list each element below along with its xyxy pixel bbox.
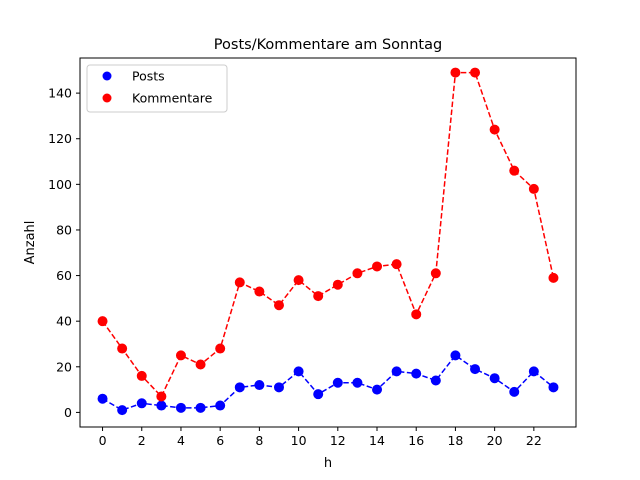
data-point-kommentare <box>548 272 559 283</box>
x-tick-label: 2 <box>138 433 146 448</box>
series-layer <box>97 67 559 416</box>
data-point-kommentare <box>450 67 461 78</box>
data-point-kommentare <box>215 343 226 354</box>
data-point-posts <box>411 368 422 379</box>
legend-label-kommentare: Kommentare <box>132 91 213 106</box>
data-point-kommentare <box>411 309 422 320</box>
x-tick-label: 20 <box>487 433 503 448</box>
x-tick-label: 8 <box>255 433 263 448</box>
data-point-posts <box>372 384 383 395</box>
data-point-posts <box>450 350 461 361</box>
y-tick-label: 20 <box>56 359 72 374</box>
y-tick-label: 0 <box>64 405 72 420</box>
data-point-posts <box>273 382 284 393</box>
data-point-kommentare <box>332 279 343 290</box>
data-point-posts <box>117 405 128 416</box>
data-point-kommentare <box>97 316 108 327</box>
data-point-kommentare <box>175 350 186 361</box>
data-point-kommentare <box>234 277 245 288</box>
data-point-kommentare <box>313 291 324 302</box>
legend-frame <box>86 64 228 113</box>
data-point-posts <box>293 366 304 377</box>
data-point-posts <box>470 364 481 375</box>
x-tick-label: 18 <box>447 433 463 448</box>
data-point-kommentare <box>391 259 402 270</box>
data-point-posts <box>215 400 226 411</box>
data-point-posts <box>254 380 265 391</box>
y-tick-label: 60 <box>56 268 72 283</box>
data-point-kommentare <box>273 300 284 311</box>
x-tick-label: 4 <box>177 433 185 448</box>
legend-marker-kommentare <box>102 93 112 103</box>
axes-layer: 0 2 4 6 8 10 12 14 16 18 20 22 0 20 40 60 80 100 120 140 <box>48 86 542 448</box>
data-point-kommentare <box>156 391 167 402</box>
data-point-posts <box>195 402 206 413</box>
data-point-posts <box>528 366 539 377</box>
data-point-kommentare <box>293 275 304 286</box>
data-point-posts <box>489 373 500 384</box>
legend-marker-posts <box>102 71 112 81</box>
x-tick-label: 10 <box>291 433 307 448</box>
data-point-kommentare <box>136 370 147 381</box>
y-axis-label: Anzahl <box>23 221 38 265</box>
y-tick-label: 40 <box>56 314 72 329</box>
chart-title: Posts/Kommentare am Sonntag <box>214 37 442 53</box>
data-point-kommentare <box>372 261 383 272</box>
x-tick-label: 12 <box>330 433 346 448</box>
data-point-kommentare <box>254 286 265 297</box>
data-point-posts <box>313 389 324 400</box>
x-tick-label: 16 <box>408 433 424 448</box>
data-point-posts <box>509 386 520 397</box>
legend: Posts Kommentare <box>86 64 228 113</box>
series-line-kommentare <box>101 71 555 398</box>
data-point-posts <box>234 382 245 393</box>
legend-label-posts: Posts <box>132 69 165 84</box>
data-point-posts <box>332 377 343 388</box>
data-point-kommentare <box>430 268 441 279</box>
data-point-kommentare <box>352 268 363 279</box>
y-tick-label: 100 <box>48 177 72 192</box>
x-tick-label: 0 <box>99 433 107 448</box>
y-tick-label: 140 <box>48 86 72 101</box>
data-point-kommentare <box>509 165 520 176</box>
plot-frame <box>79 57 577 428</box>
y-tick-label: 80 <box>56 222 72 237</box>
data-point-posts <box>156 400 167 411</box>
data-point-posts <box>352 377 363 388</box>
data-point-posts <box>548 382 559 393</box>
data-point-posts <box>430 375 441 386</box>
data-point-kommentare <box>528 183 539 194</box>
data-point-kommentare <box>195 359 206 370</box>
x-tick-label: 14 <box>369 433 385 448</box>
data-point-posts <box>175 402 186 413</box>
data-point-kommentare <box>470 67 481 78</box>
data-point-posts <box>136 398 147 409</box>
x-tick-label: 22 <box>526 433 542 448</box>
data-point-kommentare <box>117 343 128 354</box>
data-point-posts <box>391 366 402 377</box>
data-point-kommentare <box>489 124 500 135</box>
x-axis-label: h <box>324 456 332 471</box>
x-tick-label: 6 <box>216 433 224 448</box>
plot-area <box>80 58 576 427</box>
y-tick-label: 120 <box>48 131 72 146</box>
data-point-posts <box>97 393 108 404</box>
